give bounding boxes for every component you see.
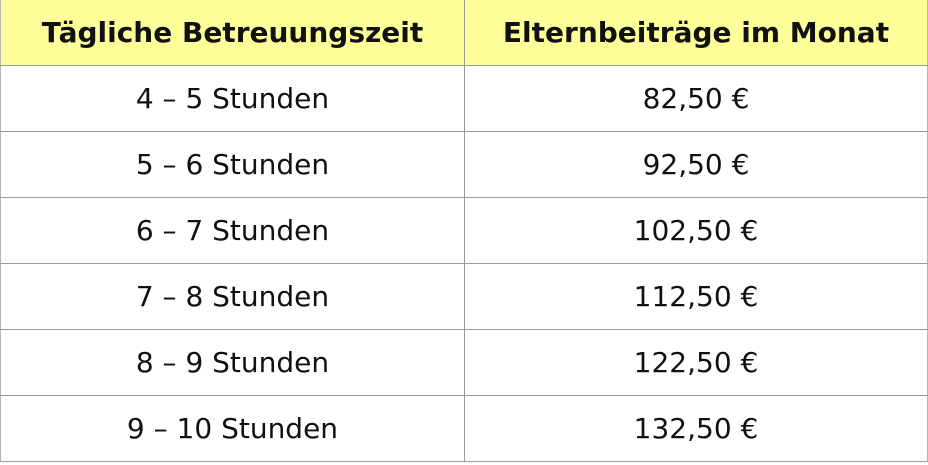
fee-cell: 112,50 € xyxy=(464,263,928,330)
table-row: 4 – 5 Stunden 82,50 € xyxy=(0,65,928,132)
care-time-cell: 8 – 9 Stunden xyxy=(0,329,465,396)
table-row: 7 – 8 Stunden 112,50 € xyxy=(0,263,928,330)
fee-cell: 82,50 € xyxy=(464,65,928,132)
fee-cell: 132,50 € xyxy=(464,395,928,462)
table-row: 8 – 9 Stunden 122,50 € xyxy=(0,329,928,396)
table-body: 4 – 5 Stunden 82,50 € 5 – 6 Stunden 92,5… xyxy=(0,65,928,462)
table-row: 6 – 7 Stunden 102,50 € xyxy=(0,197,928,264)
fee-cell: 102,50 € xyxy=(464,197,928,264)
care-time-cell: 7 – 8 Stunden xyxy=(0,263,465,330)
header-daily-care-time: Tägliche Betreuungszeit xyxy=(0,0,465,66)
care-time-cell: 6 – 7 Stunden xyxy=(0,197,465,264)
care-time-cell: 9 – 10 Stunden xyxy=(0,395,465,462)
table-header: Tägliche Betreuungszeit Elternbeiträge i… xyxy=(0,0,928,66)
header-row: Tägliche Betreuungszeit Elternbeiträge i… xyxy=(0,0,928,66)
table-row: 9 – 10 Stunden 132,50 € xyxy=(0,395,928,462)
header-monthly-parent-fee: Elternbeiträge im Monat xyxy=(464,0,928,66)
fee-cell: 92,50 € xyxy=(464,131,928,198)
care-time-cell: 4 – 5 Stunden xyxy=(0,65,465,132)
table-row: 5 – 6 Stunden 92,50 € xyxy=(0,131,928,198)
fee-cell: 122,50 € xyxy=(464,329,928,396)
care-time-cell: 5 – 6 Stunden xyxy=(0,131,465,198)
